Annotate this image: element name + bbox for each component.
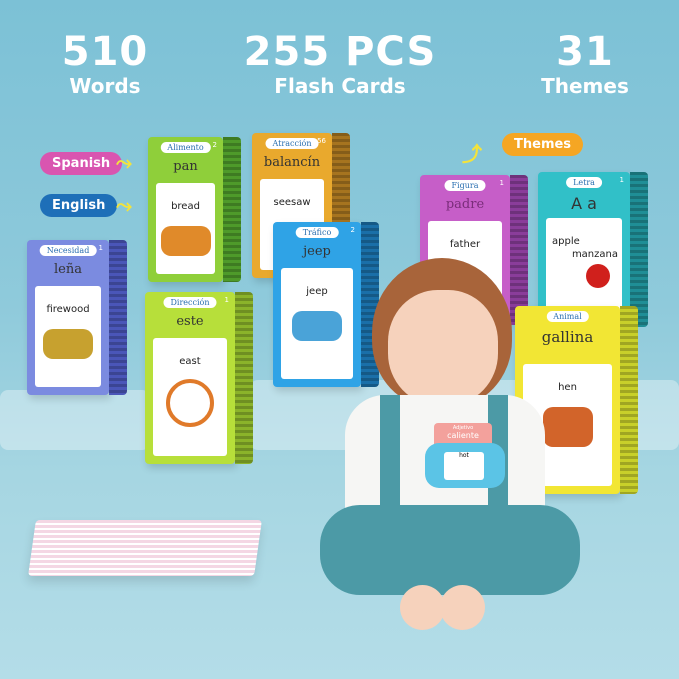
card-letra: Letra 1 A a apple manzana <box>538 172 648 327</box>
english-label: English <box>40 194 118 217</box>
stat-themes: 31 Themes <box>541 29 629 98</box>
card-trafico: Tráfico 2 jeep jeep <box>273 222 379 387</box>
card-animal: Animal gallina hen <box>515 306 638 494</box>
stat-cards: 255 PCS Flash Cards <box>243 29 437 98</box>
card-stack <box>28 520 262 576</box>
compass-image <box>166 379 214 427</box>
firewood-image <box>43 329 93 359</box>
apple-image <box>586 264 610 288</box>
card-necesidad: Necesidad 1 leña firewood <box>27 240 127 395</box>
bread-image <box>160 226 211 256</box>
card-direccion: Dirección 1 este east <box>145 292 253 464</box>
arrow-icon: ⤳ <box>116 193 132 217</box>
spanish-label: Spanish <box>40 152 123 175</box>
arrow-icon: ⤴ <box>462 142 482 166</box>
jeep-image <box>292 311 342 341</box>
themes-label: Themes <box>502 133 584 156</box>
stat-words: 510 Words <box>61 29 149 98</box>
hen-image <box>542 407 593 447</box>
card-alimento: Alimento 2 pan bread <box>148 137 241 282</box>
arrow-icon: ⤳ <box>116 150 132 174</box>
